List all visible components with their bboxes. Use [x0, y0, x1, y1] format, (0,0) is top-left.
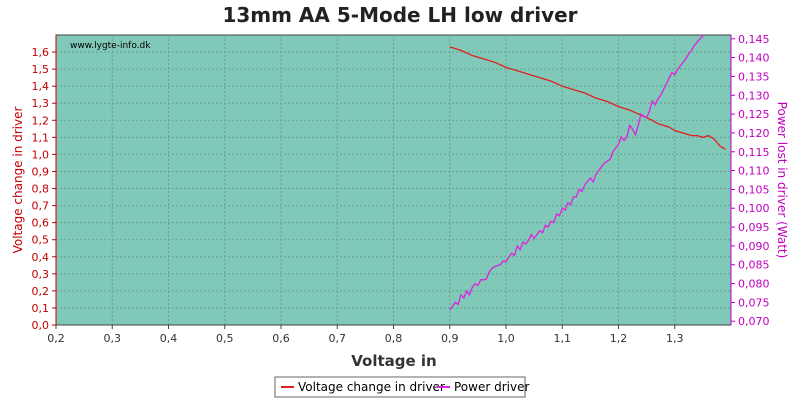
chart-title: 13mm AA 5-Mode LH low driver [222, 3, 577, 27]
y-right-tick-label: 0,115 [738, 146, 770, 159]
y-left-tick-label: 0,1 [32, 302, 50, 315]
y-axis-right-label: Power lost in driver (Watt) [775, 102, 789, 259]
x-tick-label: 1,2 [610, 332, 628, 345]
y-left-tick-label: 0,6 [32, 217, 50, 230]
y-right-tick-label: 0,140 [738, 52, 770, 65]
series-line-voltage-change [449, 46, 726, 150]
y-right-tick-label: 0,070 [738, 315, 770, 328]
series-line-power-driver [449, 35, 705, 311]
y-right-tick-label: 0,110 [738, 165, 770, 178]
y-left-tick-label: 0,0 [32, 319, 50, 332]
y-left-tick-label: 1,1 [32, 131, 50, 144]
y-right-tick-label: 0,120 [738, 127, 770, 140]
legend-label-voltage: Voltage change in driver [298, 380, 445, 394]
y-right-tick-label: 0,130 [738, 89, 770, 102]
y-left-tick-label: 1,4 [32, 80, 50, 93]
y-axis-right: 0,070 0,075 0,080 0,085 0,090 0,095 0,100 0,105… [730, 33, 770, 328]
series-layer [449, 35, 726, 311]
legend-box [274, 376, 526, 398]
y-right-tick-label: 0,095 [738, 221, 770, 234]
y-left-tick-label: 0,3 [32, 268, 50, 281]
y-left-tick-label: 1,0 [32, 148, 50, 161]
y-left-tick-label: 0,5 [32, 234, 50, 247]
y-axis-left: 0,0 0,1 0,2 0,3 0,4 0,5 0,6 0,7 0,8 0,9 1,0 1,1 1,2 1… [32, 35, 57, 332]
x-axis-label: Voltage in [351, 352, 436, 370]
y-right-tick-label: 0,075 [738, 296, 770, 309]
y-left-tick-label: 0,4 [32, 251, 50, 264]
y-left-tick-label: 0,8 [32, 183, 50, 196]
y-right-tick-label: 0,105 [738, 183, 770, 196]
y-left-tick-label: 1,5 [32, 63, 50, 76]
y-left-tick-label: 1,3 [32, 97, 50, 110]
x-tick-label: 0,3 [104, 332, 122, 345]
x-tick-label: 0,6 [272, 332, 290, 345]
watermark: www.lygte-info.dk [70, 41, 151, 51]
y-right-tick-label: 0,085 [738, 259, 770, 272]
y-left-tick-label: 0,2 [32, 285, 50, 298]
x-axis: 0,2 0,3 0,4 0,5 0,6 0,7 0,8 0,9 1,0 1,1 1,2 1,3 [47, 324, 731, 345]
legend-label-power: Power driver [454, 380, 529, 394]
x-tick-label: 0,5 [216, 332, 234, 345]
y-left-tick-label: 1,2 [32, 114, 50, 127]
y-right-tick-label: 0,090 [738, 240, 770, 253]
y-right-tick-label: 0,145 [738, 33, 770, 46]
x-tick-label: 1,0 [497, 332, 515, 345]
y-right-tick-label: 0,100 [738, 202, 770, 215]
y-left-tick-label: 0,7 [32, 200, 50, 213]
x-tick-label: 1,1 [554, 332, 572, 345]
y-axis-left-label: Voltage change in driver [11, 107, 25, 254]
x-tick-label: 0,4 [160, 332, 178, 345]
x-tick-label: 0,7 [329, 332, 347, 345]
x-tick-label: 0,9 [441, 332, 459, 345]
y-right-tick-label: 0,135 [738, 70, 770, 83]
x-tick-label: 1,3 [666, 332, 684, 345]
x-tick-label: 0,8 [385, 332, 403, 345]
y-right-tick-label: 0,125 [738, 108, 770, 121]
y-left-tick-label: 1,6 [32, 46, 50, 59]
y-left-tick-label: 0,9 [32, 165, 50, 178]
y-right-tick-label: 0,080 [738, 278, 770, 291]
legend: Voltage change in driver Power driver [274, 376, 529, 398]
x-tick-label: 0,2 [47, 332, 65, 345]
